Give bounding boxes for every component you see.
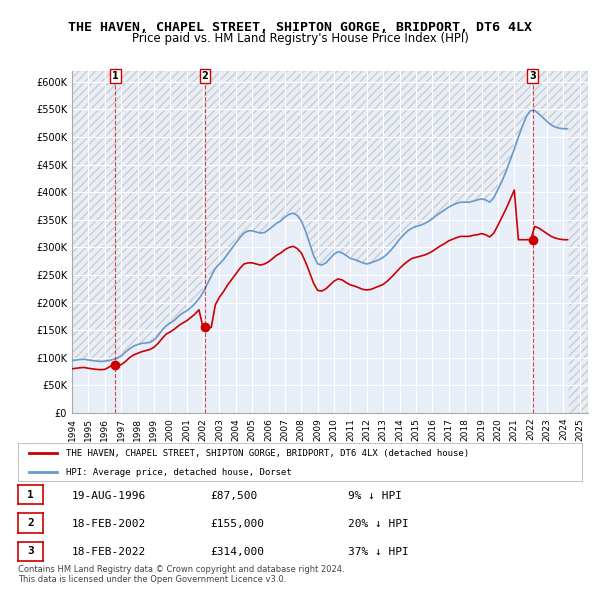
Text: 9% ↓ HPI: 9% ↓ HPI bbox=[348, 491, 402, 500]
Text: 3: 3 bbox=[27, 546, 34, 556]
Text: 1: 1 bbox=[112, 71, 119, 81]
Text: £314,000: £314,000 bbox=[210, 548, 264, 557]
Text: 2: 2 bbox=[202, 71, 208, 81]
Text: THE HAVEN, CHAPEL STREET, SHIPTON GORGE, BRIDPORT, DT6 4LX (detached house): THE HAVEN, CHAPEL STREET, SHIPTON GORGE,… bbox=[66, 449, 469, 458]
Text: £87,500: £87,500 bbox=[210, 491, 257, 500]
Text: HPI: Average price, detached house, Dorset: HPI: Average price, detached house, Dors… bbox=[66, 468, 292, 477]
Text: 18-FEB-2022: 18-FEB-2022 bbox=[72, 548, 146, 557]
Text: 3: 3 bbox=[529, 71, 536, 81]
Text: 18-FEB-2002: 18-FEB-2002 bbox=[72, 519, 146, 529]
Text: 1: 1 bbox=[27, 490, 34, 500]
Text: 20% ↓ HPI: 20% ↓ HPI bbox=[348, 519, 409, 529]
Text: 19-AUG-1996: 19-AUG-1996 bbox=[72, 491, 146, 500]
Text: 2: 2 bbox=[27, 518, 34, 528]
Text: £155,000: £155,000 bbox=[210, 519, 264, 529]
Text: Price paid vs. HM Land Registry's House Price Index (HPI): Price paid vs. HM Land Registry's House … bbox=[131, 32, 469, 45]
Text: 37% ↓ HPI: 37% ↓ HPI bbox=[348, 548, 409, 557]
Text: THE HAVEN, CHAPEL STREET, SHIPTON GORGE, BRIDPORT, DT6 4LX: THE HAVEN, CHAPEL STREET, SHIPTON GORGE,… bbox=[68, 21, 532, 34]
Text: Contains HM Land Registry data © Crown copyright and database right 2024.
This d: Contains HM Land Registry data © Crown c… bbox=[18, 565, 344, 584]
